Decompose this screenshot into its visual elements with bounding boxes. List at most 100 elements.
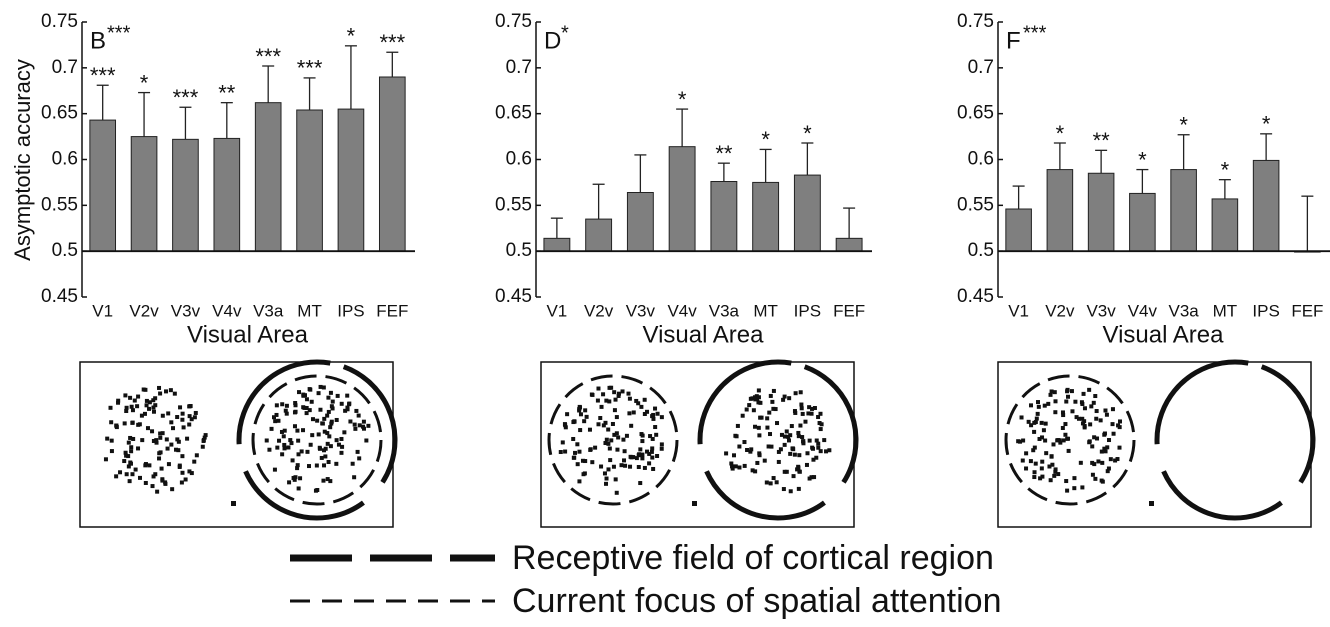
y-tick-label: 0.45 [957,286,994,307]
stimulus-dot [1093,394,1098,399]
stimulus-dot [142,411,147,416]
stimulus-dot [361,426,366,431]
stimulus-dot [776,459,781,464]
stimulus-dot [158,431,163,436]
stimulus-dot [109,420,114,425]
stimulus-dot [1037,436,1042,441]
stimulus-dot [788,451,793,456]
stimulus-dot [650,436,655,441]
stimulus-dot [304,411,309,416]
stimulus-dot [1072,476,1077,481]
stimulus-dot [1056,472,1061,477]
stimulus-dot [756,388,761,393]
y-tick-label: 0.75 [495,11,532,32]
stimulus-dot [304,405,309,410]
stimulus-dot [1118,419,1123,424]
stimulus-dot [730,464,735,469]
stimulus-dot [282,428,287,433]
stimulus-dot [288,438,293,443]
stimulus-dot [169,442,174,447]
stimulus-dot [771,476,776,481]
stimulus-dot [640,439,645,444]
stimulus-dot [642,411,647,416]
stimulus-dot [302,405,307,410]
stimulus-dot [766,444,771,449]
stimulus-dot [1090,444,1095,449]
stimulus-dot [607,385,612,390]
stimulus-dot [126,440,131,445]
stimulus-dot [192,415,197,420]
stimulus-dot [334,438,339,443]
stimulus-dot [329,404,334,409]
stimulus-dot [750,396,755,401]
legend-label: Current focus of spatial attention [512,582,1002,620]
bar [1005,208,1032,252]
stimulus-dot [318,407,323,412]
stimulus-dot [147,406,152,411]
stimulus-dot [1035,411,1040,416]
stimulus-dot [1090,460,1095,465]
stimulus-dot [810,406,815,411]
stimulus-dot [742,463,747,468]
stimulus-dot [583,459,588,464]
x-tick-label: V3a [1169,301,1200,320]
stimulus-dot [817,421,822,426]
stimulus-dot [1040,474,1045,479]
stimulus-dot [603,441,608,446]
y-tick-label: 0.6 [968,149,994,170]
bar [1087,172,1115,252]
stimulus-dot [1089,404,1094,409]
legend-label: Receptive field of cortical region [512,539,994,577]
stimulus-dot [168,388,173,393]
stimulus-dot [748,449,753,454]
stimulus-dot [283,408,288,413]
stimulus-dot [172,391,177,396]
stimulus-dot [573,450,578,455]
bar [835,237,863,252]
stimulus-dot [281,434,286,439]
stimulus-dot [613,477,618,482]
stimulus-dot [575,442,580,447]
stimulus-dot [325,431,330,436]
stimulus-dot [756,425,761,430]
stimulus-dot [1099,449,1104,454]
stimulus-dot [144,398,149,403]
bar [668,146,696,252]
stimulus-dot [1029,403,1034,408]
stimulus-dot [737,444,742,449]
stimulus-dot [560,440,565,445]
stimulus-dot [1093,476,1098,481]
stimulus-dot [154,440,159,445]
stimulus-dot [588,447,593,452]
stimulus-dot [593,445,598,450]
stimulus-dot [654,432,659,437]
stimulus-dot [200,444,205,449]
stimulus-dot [782,469,787,474]
stimulus-dot [189,471,194,476]
panel-significance: * [561,22,569,44]
stimulus-dot [160,413,165,418]
stimulus-dot [599,404,604,409]
stimulus-dot [305,449,310,454]
stimulus-dot [284,403,289,408]
stimulus-dot [768,432,773,437]
stimulus-dot [788,489,793,494]
significance-label: * [347,24,356,49]
significance-label: *** [379,30,405,55]
stimulus-dot [163,480,168,485]
stimulus-dot [1043,438,1048,443]
stimulus-dot [124,405,129,410]
stimulus-dot [1040,435,1045,440]
stimulus-dot [788,433,793,438]
stimulus-dot [352,422,357,427]
stimulus-dot [740,413,745,418]
stimulus-dot [310,433,315,438]
stimulus-dot [776,449,781,454]
stimulus-dot [811,457,816,462]
stimulus-dot [601,392,606,397]
stimulus-dot [799,406,804,411]
y-tick-label: 0.5 [52,240,78,261]
attention-focus [1004,374,1136,506]
stimulus-dot [157,456,162,461]
